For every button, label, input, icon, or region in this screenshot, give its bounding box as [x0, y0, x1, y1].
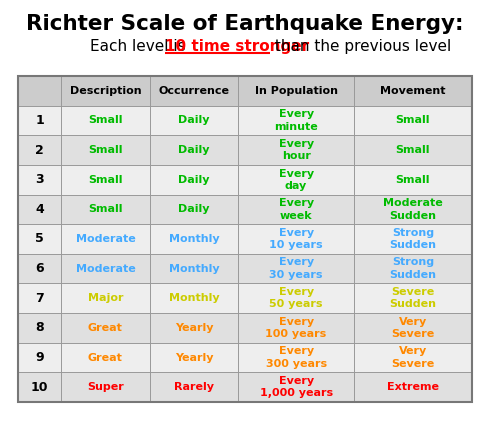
Text: Strong
Sudden: Strong Sudden: [390, 228, 437, 250]
Text: Every
day: Every day: [278, 168, 314, 191]
Text: 9: 9: [35, 351, 44, 364]
Text: 10 time stronger: 10 time stronger: [165, 39, 309, 54]
Text: than the previous level: than the previous level: [270, 39, 451, 54]
Text: Daily: Daily: [178, 204, 210, 215]
Text: Moderate: Moderate: [75, 234, 135, 244]
Bar: [18, 313, 472, 343]
Text: Small: Small: [88, 204, 122, 215]
Text: 3: 3: [35, 173, 44, 186]
Text: 2: 2: [35, 144, 44, 156]
Bar: [18, 76, 472, 106]
Bar: [18, 224, 472, 254]
Text: Small: Small: [88, 145, 122, 155]
Text: Every
1,000 years: Every 1,000 years: [260, 376, 333, 399]
Text: Yearly: Yearly: [174, 352, 213, 363]
Text: Very
Severe: Very Severe: [392, 317, 435, 339]
Text: Every
minute: Every minute: [274, 109, 318, 132]
Text: Monthly: Monthly: [169, 264, 219, 273]
Text: Small: Small: [396, 175, 430, 185]
Text: Daily: Daily: [178, 115, 210, 126]
Bar: [18, 165, 472, 195]
Bar: [18, 135, 472, 165]
Text: Small: Small: [396, 115, 430, 126]
Text: Super: Super: [87, 382, 124, 392]
Text: Movement: Movement: [380, 86, 446, 96]
Text: Occurrence: Occurrence: [158, 86, 229, 96]
Text: Monthly: Monthly: [169, 234, 219, 244]
Text: Major: Major: [88, 293, 123, 303]
Text: 6: 6: [35, 262, 44, 275]
Text: Every
100 years: Every 100 years: [266, 317, 327, 339]
Bar: [18, 343, 472, 372]
Text: Every
hour: Every hour: [278, 139, 314, 161]
Bar: [18, 195, 472, 224]
Text: 1: 1: [35, 114, 44, 127]
Bar: [18, 254, 472, 284]
Text: Every
50 years: Every 50 years: [270, 287, 323, 310]
Text: Great: Great: [88, 323, 123, 333]
Text: Moderate
Sudden: Moderate Sudden: [383, 198, 443, 220]
Text: Small: Small: [88, 175, 122, 185]
Text: 10: 10: [31, 381, 49, 393]
Text: 8: 8: [35, 321, 44, 335]
Text: Each level is: Each level is: [90, 39, 191, 54]
Text: 4: 4: [35, 203, 44, 216]
Text: Daily: Daily: [178, 175, 210, 185]
Bar: [18, 284, 472, 313]
Text: Richter Scale of Earthquake Energy:: Richter Scale of Earthquake Energy:: [26, 14, 464, 34]
Text: Monthly: Monthly: [169, 293, 219, 303]
Text: Every
week: Every week: [278, 198, 314, 220]
Text: Every
30 years: Every 30 years: [270, 257, 323, 280]
Text: Yearly: Yearly: [174, 323, 213, 333]
Bar: [18, 76, 472, 402]
Text: Rarely: Rarely: [174, 382, 214, 392]
Text: Extreme: Extreme: [387, 382, 439, 392]
Text: Moderate: Moderate: [75, 264, 135, 273]
Text: Severe
Sudden: Severe Sudden: [390, 287, 437, 310]
Bar: [18, 372, 472, 402]
Text: Small: Small: [396, 145, 430, 155]
Text: Every
300 years: Every 300 years: [266, 346, 327, 369]
Text: 7: 7: [35, 292, 44, 305]
Text: 5: 5: [35, 232, 44, 245]
Text: Description: Description: [70, 86, 141, 96]
Text: Daily: Daily: [178, 145, 210, 155]
Text: In Population: In Population: [255, 86, 338, 96]
Text: Every
10 years: Every 10 years: [270, 228, 323, 250]
Text: Great: Great: [88, 352, 123, 363]
Text: Very
Severe: Very Severe: [392, 346, 435, 369]
Text: Small: Small: [88, 115, 122, 126]
Text: Strong
Sudden: Strong Sudden: [390, 257, 437, 280]
Bar: [18, 106, 472, 135]
